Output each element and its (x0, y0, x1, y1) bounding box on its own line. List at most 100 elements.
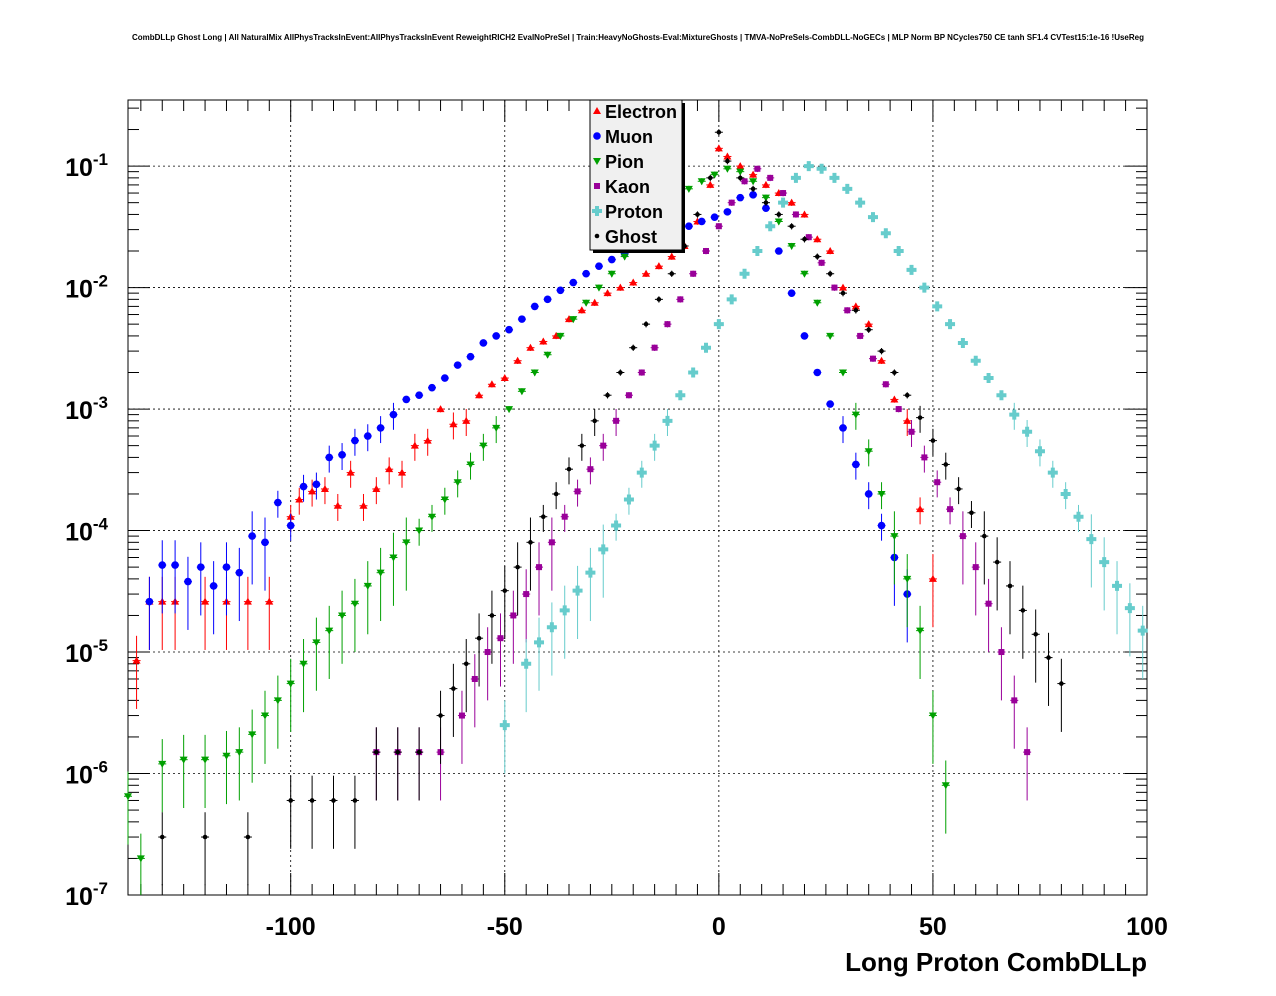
data-point (928, 574, 937, 582)
axis-layer: -100 -50 0 50 100 10-1 10-2 10-3 10-4 10-5 10-6 10-… (65, 100, 1168, 941)
data-point (436, 405, 445, 413)
data-point (363, 582, 372, 590)
data-point (402, 395, 411, 404)
data-point (569, 278, 578, 287)
data-point (376, 569, 385, 577)
legend: Electron Muon Pion Kaon Proton Ghost (589, 99, 685, 253)
data-point (312, 639, 321, 647)
legend-label-kaon: Kaon (605, 177, 650, 197)
data-point (286, 680, 295, 688)
data-point (697, 217, 706, 226)
data-point (736, 162, 745, 170)
data-point (765, 221, 776, 232)
data-point (816, 163, 827, 174)
data-point (818, 259, 825, 266)
data-point (616, 283, 625, 291)
data-point (331, 798, 336, 803)
data-point (466, 352, 475, 361)
data-point (780, 190, 787, 197)
data-point (840, 290, 846, 296)
x-tick-label: 0 (712, 913, 726, 941)
data-point (463, 661, 469, 667)
data-point (623, 494, 634, 505)
series-layer (124, 129, 1148, 895)
data-point (423, 436, 432, 444)
data-point (274, 498, 282, 507)
data-point (826, 400, 834, 408)
data-point (428, 383, 436, 392)
data-point (970, 355, 981, 366)
data-point (736, 193, 745, 202)
data-point (697, 178, 706, 186)
data-point (476, 635, 482, 641)
data-point (505, 325, 513, 334)
data-point (582, 269, 590, 278)
data-point (790, 172, 801, 183)
data-point (826, 247, 835, 255)
data-point (1034, 446, 1045, 457)
data-point (802, 236, 807, 242)
data-point (880, 228, 891, 239)
data-point (761, 180, 770, 188)
data-point (528, 540, 533, 545)
data-point (410, 441, 419, 449)
legend-box (589, 99, 683, 251)
data-point (928, 712, 937, 720)
data-point (451, 686, 456, 691)
data-point (372, 484, 381, 492)
data-point (839, 369, 848, 377)
data-point (1046, 655, 1051, 660)
y-tick-label: 10-4 (65, 515, 108, 547)
data-point (710, 213, 719, 221)
data-point (695, 212, 700, 217)
data-point (643, 321, 649, 327)
y-tick-label: 10-1 (65, 150, 108, 182)
data-point (338, 451, 346, 459)
legend-marker-electron (593, 107, 601, 114)
data-point (265, 597, 274, 605)
data-point (564, 315, 573, 323)
data-point (1033, 631, 1038, 637)
data-point (398, 468, 407, 476)
data-point (132, 656, 141, 664)
data-point (158, 561, 167, 569)
data-point (449, 420, 458, 428)
data-point (669, 271, 675, 277)
data-point (376, 424, 385, 432)
data-point (754, 165, 761, 172)
data-point (582, 299, 591, 307)
data-point (587, 466, 594, 473)
data-point (222, 563, 231, 571)
data-point (831, 284, 838, 291)
data-point (1011, 697, 1018, 704)
data-point (261, 538, 269, 547)
data-point (752, 246, 763, 257)
data-point (235, 749, 244, 757)
data-point (585, 567, 596, 578)
data-point (261, 712, 270, 720)
data-point (543, 295, 552, 304)
data-point (917, 415, 923, 420)
data-point (309, 798, 315, 803)
data-point (625, 392, 632, 399)
x-tick-label: 100 (1126, 913, 1168, 941)
data-point (613, 417, 620, 424)
data-point (475, 391, 484, 399)
legend-marker-proton (592, 206, 602, 216)
data-point (248, 731, 257, 739)
data-point (513, 356, 522, 364)
data-point (662, 415, 673, 426)
data-point (359, 501, 368, 509)
series-kaon (372, 165, 1032, 801)
data-point (308, 487, 317, 495)
data-point (1073, 511, 1084, 522)
data-point (415, 391, 423, 400)
data-point (844, 307, 851, 314)
data-point (842, 183, 853, 194)
data-point (857, 332, 864, 339)
data-point (521, 658, 532, 669)
data-point (636, 467, 647, 478)
data-point (972, 564, 979, 571)
data-point (685, 222, 693, 231)
data-point (505, 406, 514, 414)
